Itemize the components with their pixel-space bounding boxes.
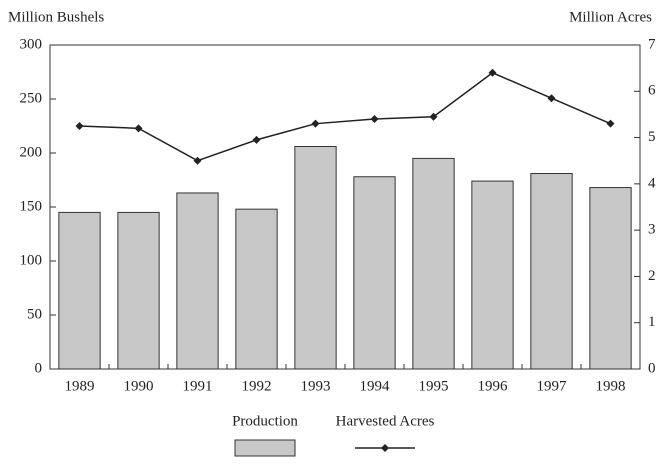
legend-swatch [234,439,296,457]
line-marker [547,94,556,103]
bar [471,180,514,370]
y2-tick-label: 7 [648,36,656,52]
y2-tick-label: 3 [648,222,656,238]
line-marker [252,135,261,144]
y-axis-title: Million Bushels [8,9,104,25]
y2-tick-label: 1 [648,314,656,330]
bar [412,157,455,370]
bar [530,173,573,370]
legend-marker [381,444,389,452]
x-tick-label: 1990 [124,378,154,394]
line-marker [193,156,202,165]
x-tick-label: 1993 [301,378,331,394]
x-tick-label: 1989 [65,378,95,394]
y-tick-label: 250 [20,90,43,106]
x-tick-label: 1991 [183,378,213,394]
bar [294,146,337,370]
x-tick-label: 1992 [242,378,272,394]
bar [353,176,396,370]
x-tick-label: 1994 [360,378,391,394]
line-marker [429,112,438,121]
line-marker [606,119,615,128]
y2-tick-label: 4 [648,175,656,191]
legend-label: Production [232,413,298,429]
x-tick-label: 1997 [537,378,568,394]
line-marker [134,124,143,133]
y-tick-label: 50 [27,306,42,322]
legend-label: Harvested Acres [336,413,435,429]
x-tick-label: 1998 [596,378,626,394]
y-tick-label: 100 [20,252,43,268]
x-tick-label: 1996 [478,378,509,394]
y-tick-label: 300 [20,36,43,52]
y2-axis-title: Million Acres [569,9,652,25]
y-tick-label: 0 [35,360,43,376]
bar [589,187,632,370]
bar [235,208,278,370]
y2-tick-label: 5 [648,129,656,145]
bar [117,211,160,370]
y2-tick-label: 2 [648,268,656,284]
line-marker [488,68,497,77]
bar [58,211,101,370]
x-tick-label: 1995 [419,378,449,394]
line [79,71,611,162]
bar [176,192,219,370]
y-tick-label: 150 [20,198,43,214]
line-marker [370,115,379,124]
y2-tick-label: 6 [648,83,656,99]
line-marker [75,122,84,130]
y-tick-label: 200 [20,144,43,160]
line-marker [311,119,320,128]
y2-tick-label: 0 [648,360,656,376]
